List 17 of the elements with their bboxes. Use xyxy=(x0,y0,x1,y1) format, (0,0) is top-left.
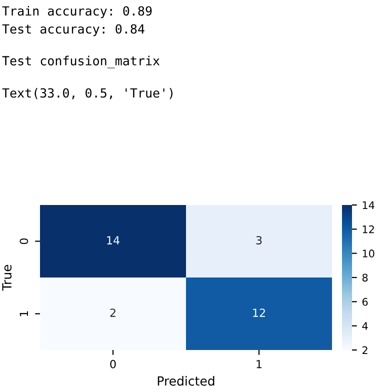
text: Test confusion_matrix xyxy=(2,56,160,68)
text: Text(33.0, 0.5, 'True') xyxy=(2,88,172,100)
color-bar-label: 10 xyxy=(362,250,374,258)
y-axis-title: True xyxy=(2,264,12,291)
color-bar-label: 2 xyxy=(362,346,368,354)
text: Test accuracy: 0.84 xyxy=(2,24,144,36)
color-bar-label: 12 xyxy=(362,225,374,234)
data-label: 12 xyxy=(253,308,265,317)
color-bar-label: 6 xyxy=(362,298,368,306)
color-bar-label: 14 xyxy=(362,201,374,209)
color-bar-label: 8 xyxy=(362,274,368,282)
text: Train accuracy: 0.89 xyxy=(2,6,152,18)
color-bar-label: 4 xyxy=(362,322,368,330)
data-label: 2 xyxy=(110,308,116,317)
data-label: 3 xyxy=(256,236,262,244)
x-axis-title: Predicted xyxy=(158,376,214,386)
data-label: 14 xyxy=(107,236,120,244)
